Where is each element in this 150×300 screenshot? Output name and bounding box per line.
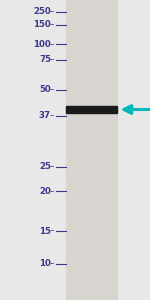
Text: 15: 15 [39, 226, 51, 236]
Text: –: – [50, 85, 54, 94]
Bar [66, 0, 117, 300]
Text: –: – [50, 20, 54, 29]
Text: 75: 75 [39, 56, 51, 64]
Text: –: – [50, 40, 54, 49]
Text: 37: 37 [39, 111, 51, 120]
Text: 100: 100 [33, 40, 51, 49]
Text: –: – [50, 111, 54, 120]
Text: –: – [50, 187, 54, 196]
Text: –: – [50, 162, 54, 171]
Text: 10: 10 [39, 260, 51, 268]
Text: 25: 25 [39, 162, 51, 171]
Text: –: – [50, 8, 54, 16]
Text: –: – [50, 226, 54, 236]
Text: –: – [50, 260, 54, 268]
Text: 150: 150 [33, 20, 51, 29]
Text: 50: 50 [39, 85, 51, 94]
Text: 20: 20 [39, 187, 51, 196]
Text: –: – [50, 56, 54, 64]
Text: 250: 250 [33, 8, 51, 16]
Bar [66, 106, 117, 113]
